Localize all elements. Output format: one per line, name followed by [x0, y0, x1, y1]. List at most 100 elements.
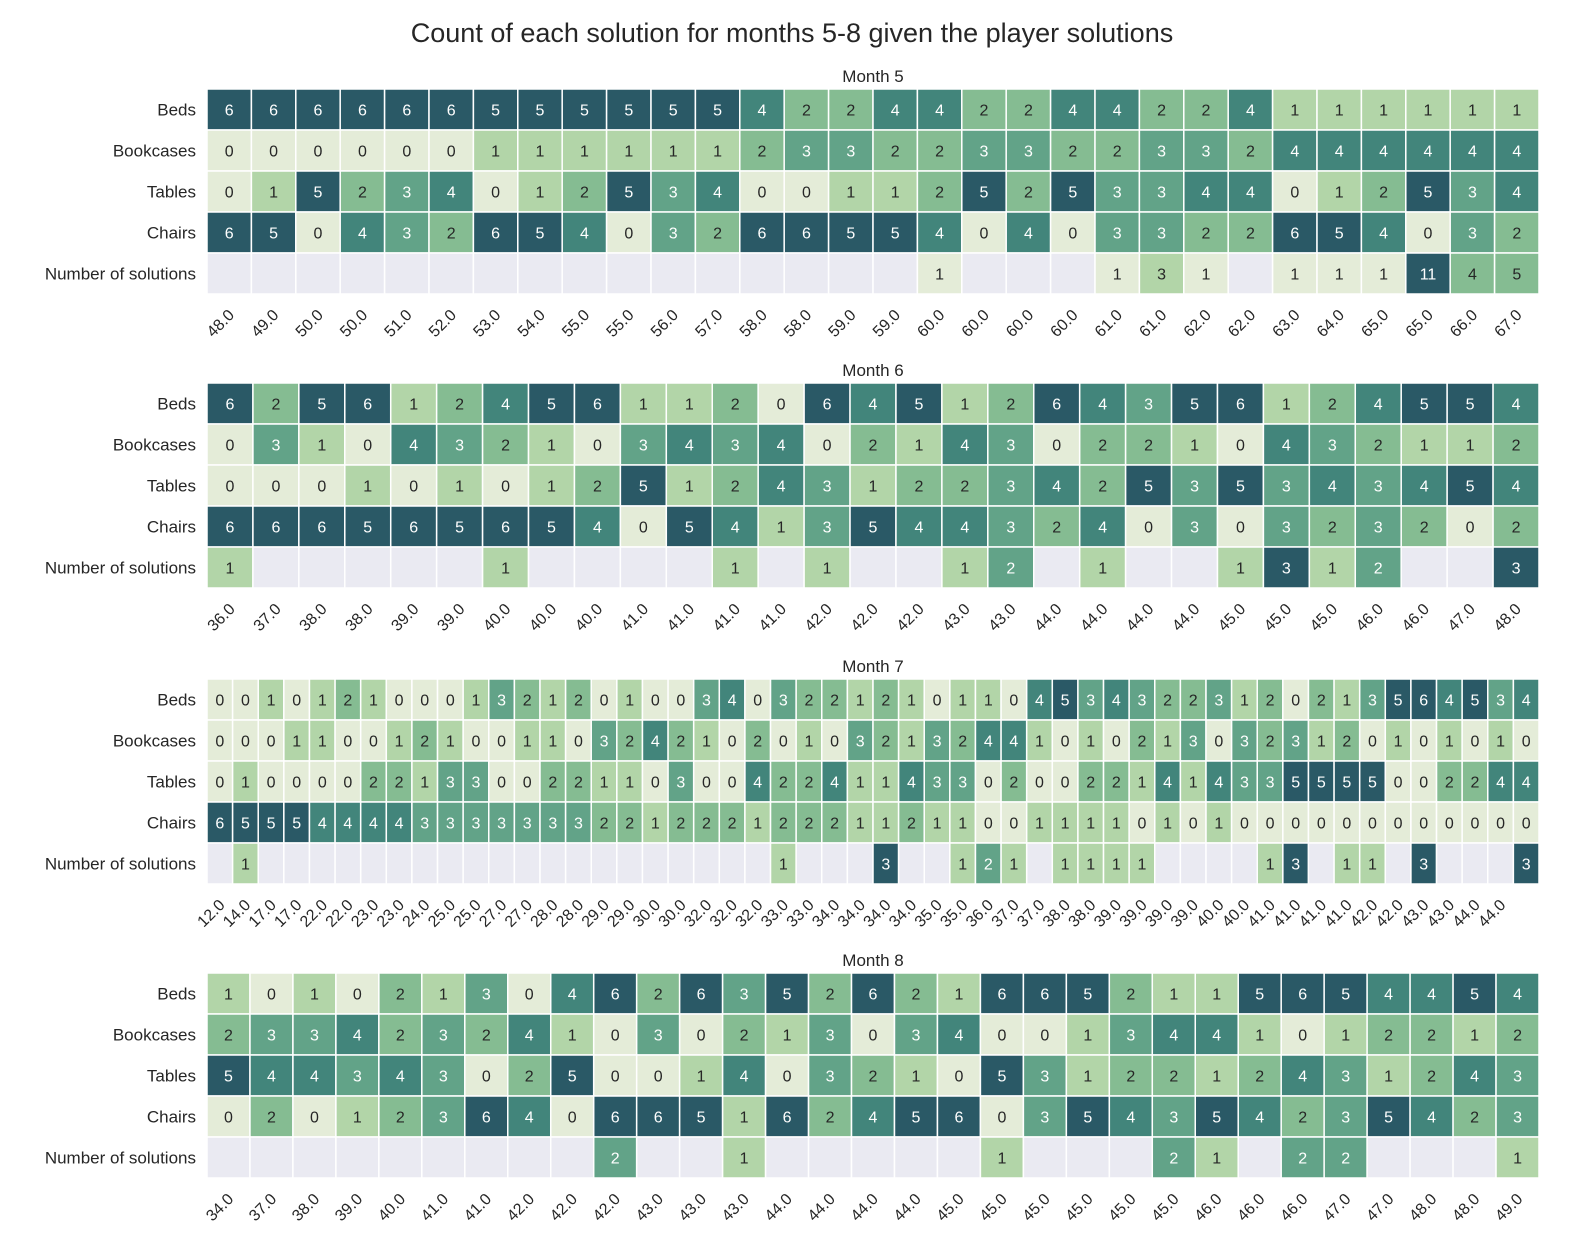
heatmap-cell [941, 382, 989, 425]
heatmap-cell [334, 842, 362, 885]
cell-value: 6 [226, 397, 235, 414]
cell-value: 1 [697, 1069, 706, 1086]
cell-value: 2 [600, 816, 609, 833]
heatmap-cell [718, 719, 746, 762]
heatmap-cell [527, 546, 576, 589]
heatmap-cell [462, 842, 490, 885]
heatmap-cell [936, 1013, 982, 1056]
x-tick-label: 23.0 [348, 897, 382, 931]
row-label: Tables [147, 773, 196, 792]
cell-value: 0 [1522, 816, 1531, 833]
cell-value: 4 [1379, 144, 1388, 161]
cell-value: 1 [1189, 775, 1198, 792]
cell-value: 0 [1144, 520, 1153, 537]
heatmap-cell [1384, 678, 1412, 721]
cell-value: 0 [651, 775, 660, 792]
cell-value: 5 [547, 520, 556, 537]
cell-value: 1 [1368, 857, 1377, 874]
cell-value: 2 [958, 734, 967, 751]
cell-value: 1 [1335, 267, 1344, 284]
heatmap-cell [739, 88, 785, 131]
heatmap-cell [1033, 546, 1081, 589]
x-tick-label: 60.0 [959, 307, 993, 341]
cell-value: 4 [891, 103, 900, 120]
heatmap-cell [339, 252, 386, 295]
heatmap-cell [893, 1013, 939, 1056]
cell-value: 0 [758, 185, 767, 202]
cell-value: 1 [1163, 816, 1172, 833]
cell-value: 1 [740, 1110, 749, 1127]
cell-value: 0 [317, 479, 326, 496]
cell-value: 3 [1328, 438, 1337, 455]
cell-value: 1 [914, 438, 923, 455]
cell-value: 3 [1086, 693, 1095, 710]
heatmap-cell [694, 170, 741, 213]
heatmap-cell [383, 170, 430, 213]
heatmap-cell [1005, 211, 1052, 254]
heatmap-cell [1128, 678, 1156, 721]
heatmap-cell [1065, 1013, 1111, 1056]
cell-value: 3 [455, 438, 464, 455]
cell-value: 3 [1189, 734, 1198, 751]
x-tick-label: 45.0 [977, 1191, 1011, 1225]
cell-value: 1 [805, 734, 814, 751]
cell-value: 3 [1291, 734, 1300, 751]
cell-value: 1 [823, 561, 832, 578]
heatmap-cell [1179, 801, 1207, 844]
x-tick-label: 34.0 [203, 1191, 237, 1225]
heatmap-cell [561, 211, 608, 254]
row-label: Beds [157, 985, 196, 1004]
cell-value: 1 [777, 520, 786, 537]
cell-value: 1 [1061, 857, 1070, 874]
heatmap-cell [1333, 678, 1361, 721]
cell-value: 4 [907, 775, 916, 792]
heatmap-cell [961, 252, 1007, 295]
heatmap-cell [539, 719, 567, 762]
cell-value: 4 [1290, 144, 1299, 161]
heatmap-cell [846, 842, 874, 885]
heatmap-cell [421, 1136, 466, 1179]
cell-value: 4 [1024, 226, 1033, 243]
cell-value: 5 [685, 520, 694, 537]
cell-value: 0 [1138, 816, 1147, 833]
heatmap-cell [936, 1136, 982, 1179]
cell-value: 3 [1341, 1069, 1350, 1086]
cell-value: 4 [1427, 1110, 1436, 1127]
heatmap-cell [206, 252, 253, 295]
heatmap-cell [1512, 760, 1540, 803]
heatmap-cell [206, 1136, 251, 1179]
cell-value: 0 [1471, 734, 1480, 751]
heatmap-cell [711, 423, 759, 466]
cell-value: 3 [731, 438, 740, 455]
x-tick-label: 52.0 [426, 307, 460, 341]
cell-value: 6 [409, 520, 418, 537]
cell-value: 0 [215, 693, 224, 710]
cell-value: 2 [826, 987, 835, 1004]
heatmap-cell [436, 842, 464, 885]
heatmap-cell [1170, 464, 1219, 507]
cell-value: 1 [1138, 857, 1147, 874]
heatmap-cell [1179, 760, 1207, 803]
heatmap-cell [1354, 382, 1402, 425]
heatmap-cell [1237, 972, 1282, 1015]
heatmap-cell [389, 505, 438, 548]
cell-value: 1 [363, 479, 372, 496]
cell-value: 0 [1035, 775, 1044, 792]
cell-value: 0 [1394, 816, 1403, 833]
x-tick-label: 46.0 [1353, 601, 1387, 635]
cell-value: 3 [1496, 693, 1505, 710]
heatmap-cell [616, 760, 644, 803]
cell-value: 4 [935, 226, 944, 243]
x-tick-label: 38.0 [1040, 897, 1074, 931]
heatmap-cell [488, 842, 516, 885]
cell-value: 3 [1368, 693, 1377, 710]
x-tick-label: 48.0 [1406, 1191, 1440, 1225]
cell-value: 5 [1317, 775, 1326, 792]
cell-value: 0 [639, 520, 648, 537]
cell-value: 1 [241, 857, 250, 874]
cell-value: 1 [226, 561, 235, 578]
heatmap-cell [1065, 1136, 1111, 1179]
heatmap-cell [1170, 423, 1219, 466]
cell-value: 1 [548, 734, 557, 751]
cell-value: 1 [907, 734, 916, 751]
